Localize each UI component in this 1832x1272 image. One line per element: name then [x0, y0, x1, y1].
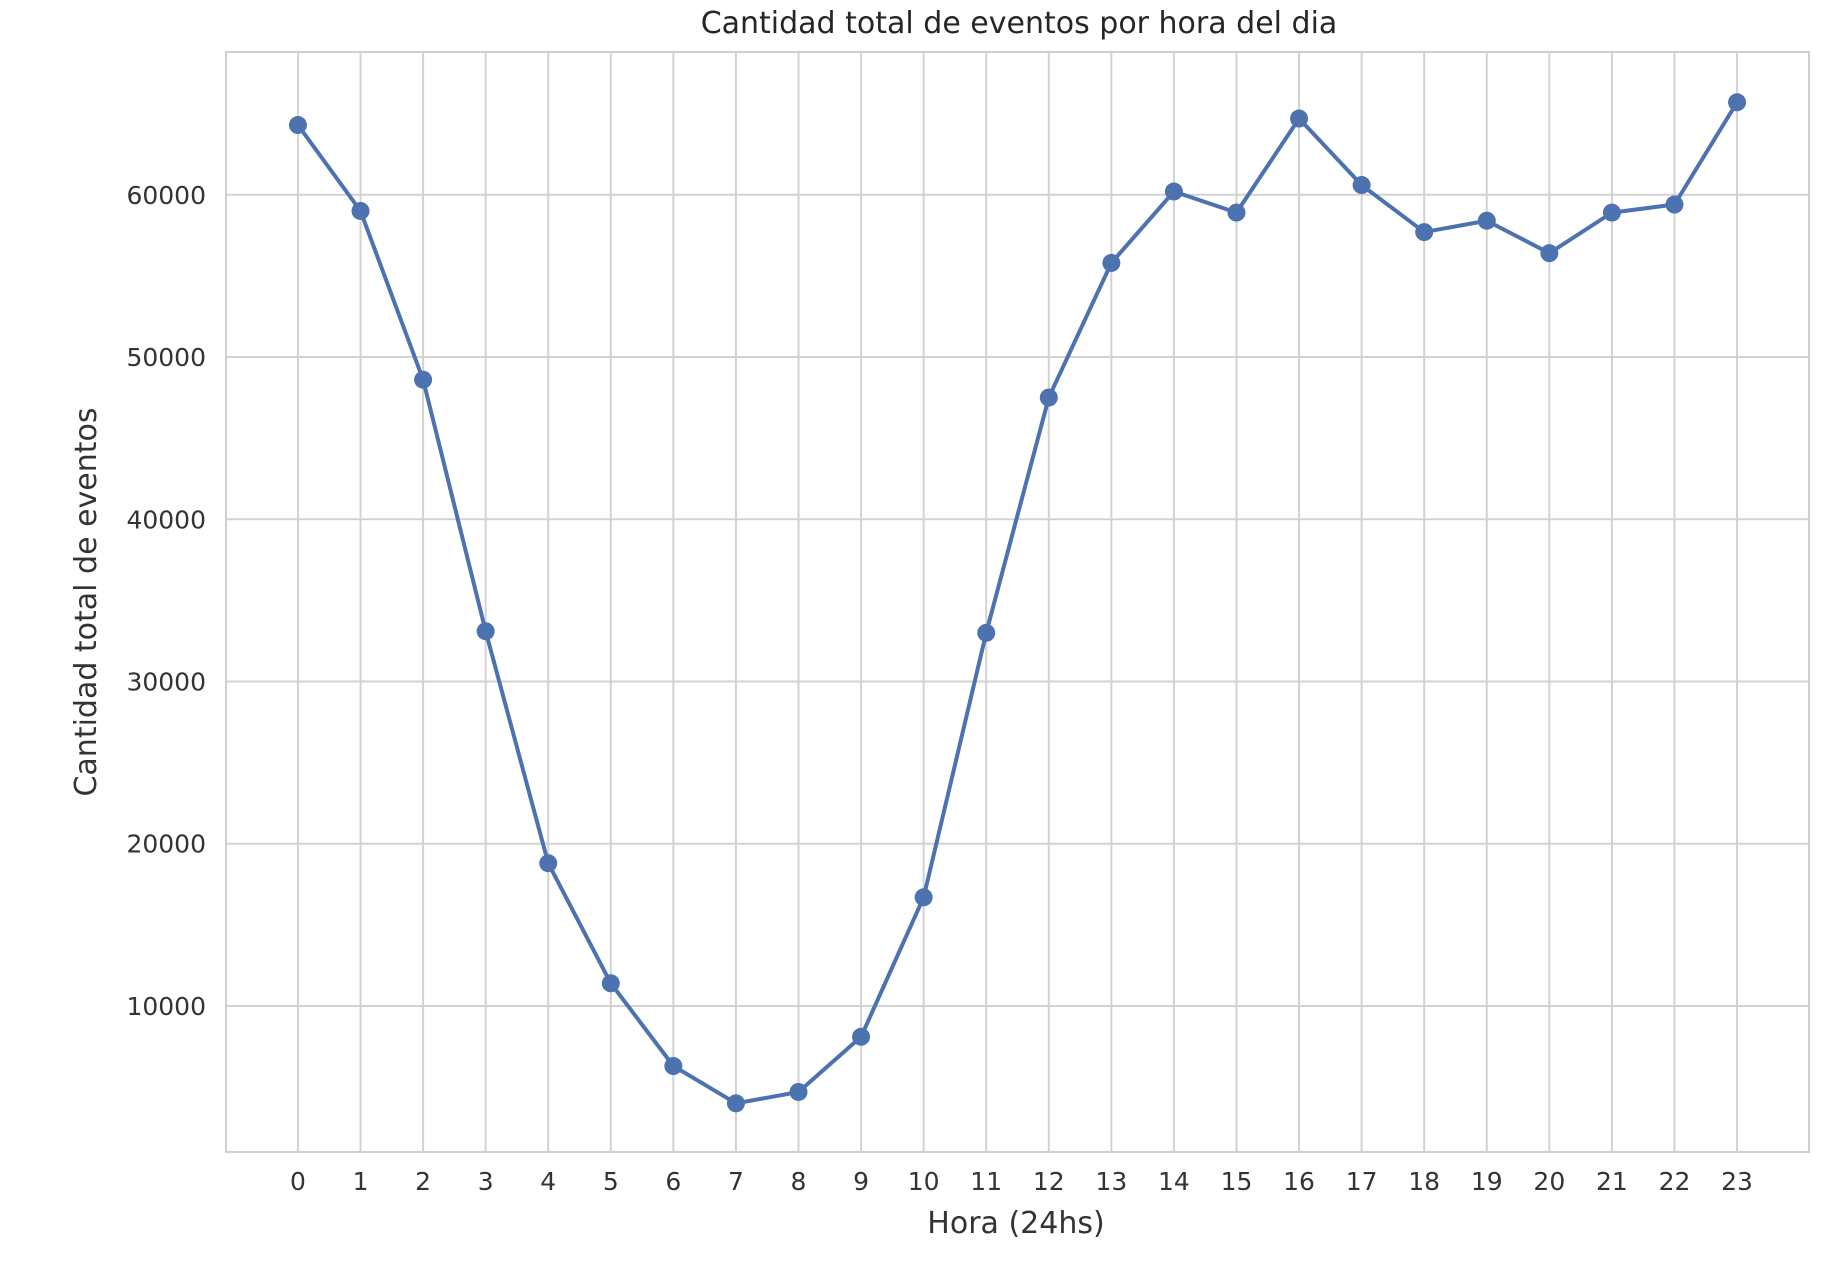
data-point — [414, 370, 433, 389]
data-point — [539, 854, 558, 873]
y-axis-title: Cantidad total de eventos — [69, 407, 104, 796]
y-tick-label: 60000 — [126, 181, 206, 210]
data-point — [1290, 109, 1309, 128]
data-point — [664, 1057, 683, 1076]
x-tick-label: 4 — [540, 1167, 556, 1196]
x-tick-label: 0 — [290, 1167, 306, 1196]
chart-title: Cantidad total de eventos por hora del d… — [701, 6, 1338, 41]
x-tick-label: 18 — [1408, 1167, 1440, 1196]
series — [288, 93, 1747, 1113]
data-point — [1102, 253, 1121, 272]
x-tick-label: 12 — [1033, 1167, 1065, 1196]
x-axis-ticks: 0 1 2 3 4 5 6 7 8 9 10 11 12 13 14 15 16 17 18 19 20 21 22 23 — [290, 1167, 1753, 1196]
x-tick-label: 5 — [603, 1167, 619, 1196]
y-tick-label: 40000 — [126, 505, 206, 534]
x-tick-label: 9 — [853, 1167, 869, 1196]
x-tick-label: 19 — [1471, 1167, 1503, 1196]
x-tick-label: 16 — [1283, 1167, 1315, 1196]
x-tick-label: 2 — [415, 1167, 431, 1196]
x-tick-label: 17 — [1346, 1167, 1378, 1196]
y-tick-label: 10000 — [126, 992, 206, 1021]
y-axis-ticks: 10000 20000 30000 40000 50000 60000 — [126, 181, 206, 1021]
x-tick-label: 23 — [1721, 1167, 1753, 1196]
series-line — [296, 101, 1739, 1106]
data-point — [1164, 182, 1183, 201]
y-tick-label: 50000 — [126, 343, 206, 372]
data-point — [1415, 223, 1434, 242]
x-tick-label: 21 — [1596, 1167, 1628, 1196]
data-point — [789, 1082, 808, 1101]
data-point — [914, 888, 933, 907]
data-point — [726, 1094, 745, 1113]
data-point — [1039, 388, 1058, 407]
x-tick-label: 8 — [791, 1167, 807, 1196]
grid — [226, 52, 1809, 1152]
x-tick-label: 7 — [728, 1167, 744, 1196]
x-tick-label: 22 — [1659, 1167, 1691, 1196]
data-point — [476, 622, 495, 641]
x-tick-label: 20 — [1533, 1167, 1565, 1196]
data-point — [1665, 195, 1684, 214]
y-tick-label: 20000 — [126, 830, 206, 859]
x-tick-label: 11 — [970, 1167, 1002, 1196]
data-point — [601, 974, 620, 993]
x-tick-label: 1 — [353, 1167, 369, 1196]
data-point — [351, 201, 370, 220]
x-tick-label: 10 — [908, 1167, 940, 1196]
x-tick-label: 15 — [1221, 1167, 1253, 1196]
data-point — [977, 623, 996, 642]
data-point — [1477, 211, 1496, 230]
plot-area-frame — [225, 51, 1810, 1153]
y-tick-label: 30000 — [126, 667, 206, 696]
data-point — [288, 116, 307, 135]
data-point — [1728, 93, 1747, 112]
x-tick-label: 3 — [478, 1167, 494, 1196]
data-point — [852, 1027, 871, 1046]
x-tick-label: 6 — [665, 1167, 681, 1196]
data-point — [1602, 203, 1621, 222]
x-tick-label: 13 — [1095, 1167, 1127, 1196]
data-point — [1352, 176, 1371, 195]
data-point — [1227, 203, 1246, 222]
data-point — [1540, 244, 1559, 263]
x-axis-title: Hora (24hs) — [927, 1206, 1104, 1241]
x-tick-label: 14 — [1158, 1167, 1190, 1196]
